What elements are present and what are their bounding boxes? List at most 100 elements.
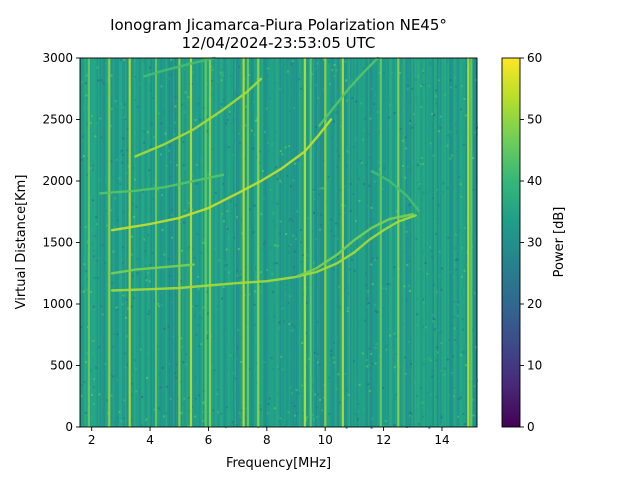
noise-column	[369, 58, 371, 427]
noise-column	[119, 58, 121, 427]
noise-speck	[393, 366, 396, 369]
noise-speck	[382, 188, 385, 191]
noise-speck	[162, 415, 165, 418]
noise-speck	[462, 143, 465, 146]
noise-speck	[265, 107, 268, 110]
noise-column	[362, 58, 364, 427]
noise-speck	[289, 295, 292, 298]
noise-speck	[441, 191, 444, 194]
noise-column	[123, 58, 125, 427]
noise-speck	[143, 408, 146, 411]
noise-column	[219, 58, 221, 427]
noise-column	[336, 58, 338, 427]
noise-column	[224, 58, 226, 427]
noise-column	[408, 58, 410, 427]
noise-speck	[393, 285, 396, 288]
noise-speck	[424, 326, 427, 329]
noise-speck	[318, 126, 321, 129]
noise-speck	[147, 271, 150, 274]
noise-speck	[123, 399, 126, 402]
noise-speck	[440, 191, 443, 194]
noise-speck	[119, 182, 122, 185]
noise-column	[96, 58, 98, 427]
noise-speck	[236, 335, 239, 338]
noise-speck	[258, 150, 261, 153]
noise-speck	[347, 356, 350, 359]
noise-speck	[294, 326, 297, 329]
noise-speck	[446, 144, 449, 147]
noise-speck	[395, 189, 398, 192]
noise-speck	[146, 377, 148, 379]
noise-speck	[328, 60, 331, 63]
noise-speck	[116, 308, 119, 311]
noise-speck	[171, 346, 174, 349]
noise-speck	[385, 344, 388, 347]
noise-speck	[363, 129, 366, 132]
noise-speck	[216, 201, 219, 204]
noise-speck	[203, 390, 206, 393]
noise-speck	[273, 174, 276, 177]
noise-speck	[321, 187, 324, 190]
noise-speck	[132, 167, 135, 170]
noise-speck	[311, 384, 314, 387]
noise-speck	[382, 99, 385, 102]
noise-speck	[240, 122, 242, 125]
noise-speck	[183, 221, 185, 224]
noise-column	[215, 58, 217, 427]
noise-speck	[404, 103, 407, 106]
colorbar-tick-label: 60	[527, 51, 542, 65]
noise-speck	[415, 96, 418, 99]
noise-speck	[429, 209, 432, 212]
noise-speck	[300, 260, 303, 263]
noise-speck	[336, 306, 339, 309]
noise-column	[240, 58, 242, 427]
noise-speck	[239, 142, 241, 145]
noise-speck	[222, 286, 225, 289]
noise-column	[458, 58, 460, 427]
noise-speck	[460, 246, 463, 249]
noise-speck	[274, 179, 277, 182]
noise-speck	[202, 306, 205, 309]
noise-speck	[122, 294, 125, 297]
noise-speck	[421, 157, 423, 160]
noise-column	[389, 58, 391, 427]
noise-speck	[243, 294, 246, 297]
noise-speck	[367, 59, 370, 62]
noise-speck	[82, 135, 84, 138]
noise-speck	[316, 320, 319, 323]
noise-speck	[473, 131, 476, 134]
noise-speck	[131, 383, 134, 386]
interference-line	[324, 58, 327, 427]
noise-speck	[353, 269, 356, 272]
noise-column	[234, 58, 236, 427]
noise-speck	[248, 158, 251, 161]
noise-column	[98, 58, 100, 427]
noise-column	[320, 58, 322, 427]
noise-speck	[325, 398, 328, 401]
noise-column	[143, 58, 145, 427]
noise-speck	[402, 242, 405, 245]
noise-speck	[187, 202, 190, 205]
noise-speck	[271, 152, 274, 155]
noise-speck	[165, 145, 168, 148]
noise-speck	[274, 224, 277, 227]
noise-speck	[80, 394, 83, 397]
noise-speck	[347, 394, 350, 396]
noise-speck	[225, 264, 228, 267]
noise-speck	[191, 174, 194, 177]
noise-speck	[425, 127, 428, 130]
noise-speck	[316, 393, 319, 396]
noise-speck	[421, 116, 424, 119]
noise-speck	[249, 208, 252, 211]
noise-speck	[403, 285, 406, 288]
noise-speck	[211, 148, 214, 151]
noise-speck	[276, 178, 279, 181]
noise-speck	[331, 69, 334, 72]
noise-speck	[322, 281, 325, 284]
noise-speck	[180, 276, 183, 279]
noise-speck	[184, 130, 187, 133]
noise-speck	[167, 258, 170, 260]
noise-speck	[440, 414, 443, 417]
noise-column	[149, 58, 151, 427]
noise-speck	[454, 67, 457, 70]
